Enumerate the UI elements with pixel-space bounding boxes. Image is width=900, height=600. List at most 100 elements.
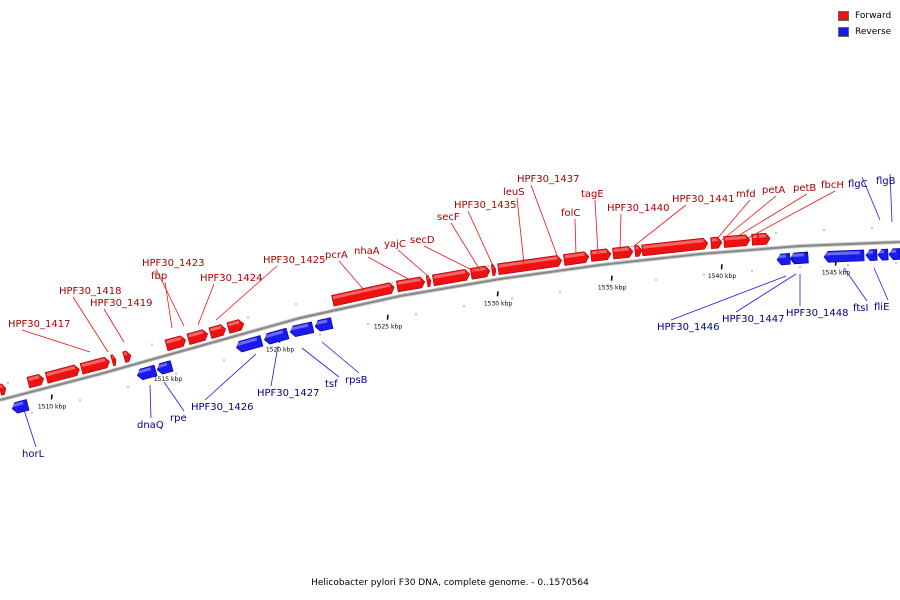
gene-arrow[interactable]: [186, 329, 209, 345]
gene-label[interactable]: HPF30_1419: [90, 298, 152, 309]
gene-arrow[interactable]: [156, 360, 174, 376]
gene-label[interactable]: HPF30_1437: [517, 174, 579, 185]
gene-arrow[interactable]: [425, 275, 432, 288]
gene-horL[interactable]: [11, 399, 30, 414]
gene-rpe[interactable]: [156, 360, 174, 376]
gene-HPF30_1435[interactable]: [490, 264, 497, 277]
gene-label[interactable]: HPF30_1418: [59, 286, 121, 297]
gene-label[interactable]: HPF30_1440: [607, 203, 669, 214]
gene-HPF30_1417[interactable]: [26, 373, 45, 389]
gene-HPF30_1441[interactable]: [641, 237, 709, 257]
gene-label[interactable]: petB: [793, 183, 816, 194]
gene-arrow[interactable]: [497, 255, 563, 276]
gene-petA[interactable]: [723, 234, 751, 248]
gene-HPF30_1426[interactable]: [235, 335, 264, 353]
gene-arrow[interactable]: [757, 232, 771, 246]
gene-label[interactable]: flgB: [876, 176, 896, 187]
gene-arrow[interactable]: [331, 282, 396, 307]
gene-label[interactable]: nhaA: [354, 246, 380, 257]
gene-HPF30_1424[interactable]: [208, 324, 227, 339]
gene-arrow[interactable]: [314, 317, 334, 332]
gene-secF[interactable]: [469, 265, 491, 280]
gene-label[interactable]: mfd: [736, 189, 756, 200]
gene-label[interactable]: folC: [561, 208, 580, 219]
gene-arrow[interactable]: [710, 236, 723, 249]
gene-arrow[interactable]: [110, 354, 118, 367]
gene-label[interactable]: HPF30_1424: [200, 273, 262, 284]
gene-HPF30_1418[interactable]: [44, 364, 81, 384]
gene-fliE[interactable]: [865, 249, 878, 261]
gene-label[interactable]: fbp: [151, 271, 167, 282]
gene-HPF30_1437[interactable]: [563, 251, 590, 266]
gene-label[interactable]: secD: [410, 235, 435, 246]
gene-label[interactable]: fbcH: [821, 180, 844, 191]
gene-tsf[interactable]: [289, 321, 315, 338]
gene-HPF30_1423[interactable]: [164, 335, 187, 352]
gene-unlabeled[interactable]: [110, 354, 118, 367]
gene-arrow[interactable]: [44, 364, 81, 384]
gene-label[interactable]: secF: [437, 212, 460, 223]
gene-arrow[interactable]: [865, 249, 878, 261]
gene-arrow[interactable]: [823, 249, 865, 263]
gene-arrow[interactable]: [208, 324, 227, 339]
gene-flgB[interactable]: [888, 248, 900, 261]
gene-arrow[interactable]: [395, 276, 426, 293]
gene-yajC[interactable]: [425, 275, 432, 288]
gene-HPF30_1427[interactable]: [263, 327, 290, 345]
gene-flgC[interactable]: [877, 248, 889, 261]
gene-arrow[interactable]: [26, 373, 45, 389]
gene-label[interactable]: HPF30_1448: [786, 308, 848, 319]
gene-label[interactable]: rpsB: [345, 375, 368, 386]
gene-label[interactable]: yajC: [384, 239, 406, 250]
gene-arrow[interactable]: [888, 248, 900, 261]
gene-label[interactable]: fliE: [874, 302, 889, 313]
gene-pcrA[interactable]: [331, 282, 396, 307]
gene-HPF30_1446[interactable]: [776, 252, 791, 266]
gene-arrow[interactable]: [776, 252, 791, 266]
gene-arrow[interactable]: [226, 318, 245, 334]
gene-dnaQ[interactable]: [136, 364, 158, 381]
gene-label[interactable]: HPF30_1426: [191, 402, 253, 413]
gene-arrow[interactable]: [612, 246, 634, 260]
gene-unlabeled[interactable]: [122, 350, 133, 363]
gene-fbp[interactable]: [186, 329, 209, 345]
gene-arrow[interactable]: [877, 248, 889, 261]
gene-arrow[interactable]: [634, 245, 643, 257]
gene-label[interactable]: leuS: [503, 187, 525, 198]
gene-label[interactable]: HPF30_1441: [672, 194, 734, 205]
gene-label[interactable]: rpe: [170, 413, 187, 424]
gene-HPF30_1425[interactable]: [226, 318, 245, 334]
gene-arrow[interactable]: [490, 264, 497, 277]
gene-arrow[interactable]: [164, 335, 187, 352]
gene-HPF30_1448[interactable]: [791, 251, 809, 265]
gene-arrow[interactable]: [469, 265, 491, 280]
gene-label[interactable]: pcrA: [325, 250, 348, 261]
gene-tagE[interactable]: [612, 246, 634, 260]
gene-ftsI[interactable]: [823, 249, 865, 263]
gene-arrow[interactable]: [136, 364, 158, 381]
gene-nhaA[interactable]: [395, 276, 426, 293]
gene-label[interactable]: dnaQ: [137, 420, 164, 431]
gene-unlabeled[interactable]: [0, 383, 7, 396]
gene-arrow[interactable]: [723, 234, 751, 248]
gene-label[interactable]: horL: [22, 449, 45, 460]
gene-label[interactable]: HPF30_1425: [263, 255, 325, 266]
gene-label[interactable]: ftsI: [853, 303, 868, 314]
gene-HPF30_1419[interactable]: [79, 356, 111, 375]
gene-label[interactable]: HPF30_1447: [722, 314, 784, 325]
gene-label[interactable]: HPF30_1446: [657, 322, 719, 333]
gene-label[interactable]: HPF30_1435: [454, 200, 516, 211]
gene-arrow[interactable]: [79, 356, 111, 375]
gene-folC[interactable]: [590, 248, 612, 262]
gene-arrow[interactable]: [791, 251, 809, 265]
gene-label[interactable]: HPF30_1417: [8, 319, 70, 330]
gene-arrow[interactable]: [431, 269, 471, 287]
gene-arrow[interactable]: [235, 335, 264, 353]
gene-mfd[interactable]: [710, 236, 723, 249]
gene-arrow[interactable]: [289, 321, 315, 338]
gene-label[interactable]: petA: [762, 185, 785, 196]
gene-arrow[interactable]: [641, 237, 709, 257]
gene-arrow[interactable]: [263, 327, 290, 345]
gene-HPF30_1440[interactable]: [634, 245, 643, 257]
gene-arrow[interactable]: [122, 350, 133, 363]
